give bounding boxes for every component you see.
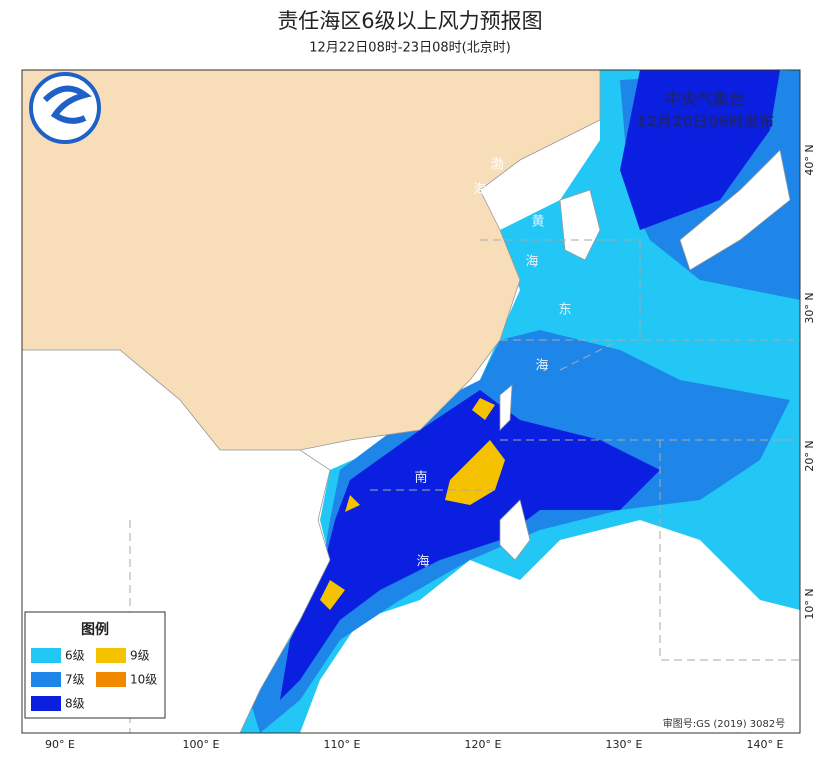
sea-area-boundaries — [129, 239, 800, 733]
sea-label: 东 — [558, 303, 571, 318]
legend-label: 9级 — [130, 649, 150, 663]
legend-title: 图例 — [81, 621, 109, 638]
issuer: 中央气象台 — [665, 90, 745, 109]
sea-label: 黄 — [531, 215, 544, 230]
sea-label: 渤 — [490, 157, 503, 173]
longitude-label: 100° E — [183, 738, 220, 751]
wind-8 — [620, 70, 780, 230]
labels: 90° E 100° E 110° E 120° E 130° E 140° E 40° N… — [45, 144, 816, 751]
sea-label: 海 — [473, 183, 486, 198]
map-frame — [21, 69, 801, 734]
longitude-label: 110° E — [324, 738, 361, 751]
issue-time: 12月20日06时发布 — [636, 113, 774, 131]
latitude-label: 40° N — [803, 144, 816, 175]
latitude-label: 20° N — [803, 440, 816, 471]
latitude-label: 30° N — [803, 292, 816, 323]
logo — [29, 72, 101, 144]
legend-label: 8级 — [65, 697, 85, 711]
land-islands — [499, 149, 791, 561]
longitude-label: 90° E — [45, 738, 75, 751]
legend-swatch — [31, 672, 61, 687]
legend-label: 6级 — [65, 649, 85, 663]
wind-9 — [320, 398, 505, 610]
sea-label: 南 — [414, 470, 427, 486]
subtitle: 12月22日08时-23日08时(北京时) — [309, 41, 511, 56]
wind-8 — [280, 390, 660, 700]
sea-label: 海 — [535, 359, 548, 374]
legend-swatch — [31, 696, 61, 711]
legend-swatch — [96, 648, 126, 663]
legend: 图例 6级 7级 8级 9级 10级 — [24, 611, 166, 719]
longitude-label: 130° E — [606, 738, 643, 751]
legend-swatch — [31, 648, 61, 663]
legend-label: 10级 — [130, 673, 157, 687]
approval-number: 审图号:GS (2019) 3082号 — [663, 717, 786, 730]
map — [22, 70, 800, 733]
sea-label: 海 — [525, 255, 538, 270]
longitude-label: 120° E — [465, 738, 502, 751]
title: 责任海区6级以上风力预报图 — [277, 9, 542, 33]
latitude-label: 10° N — [803, 588, 816, 619]
legend-swatch — [96, 672, 126, 687]
longitude-label: 140° E — [747, 738, 784, 751]
legend-label: 7级 — [65, 673, 85, 687]
sea-label: 海 — [416, 555, 429, 570]
